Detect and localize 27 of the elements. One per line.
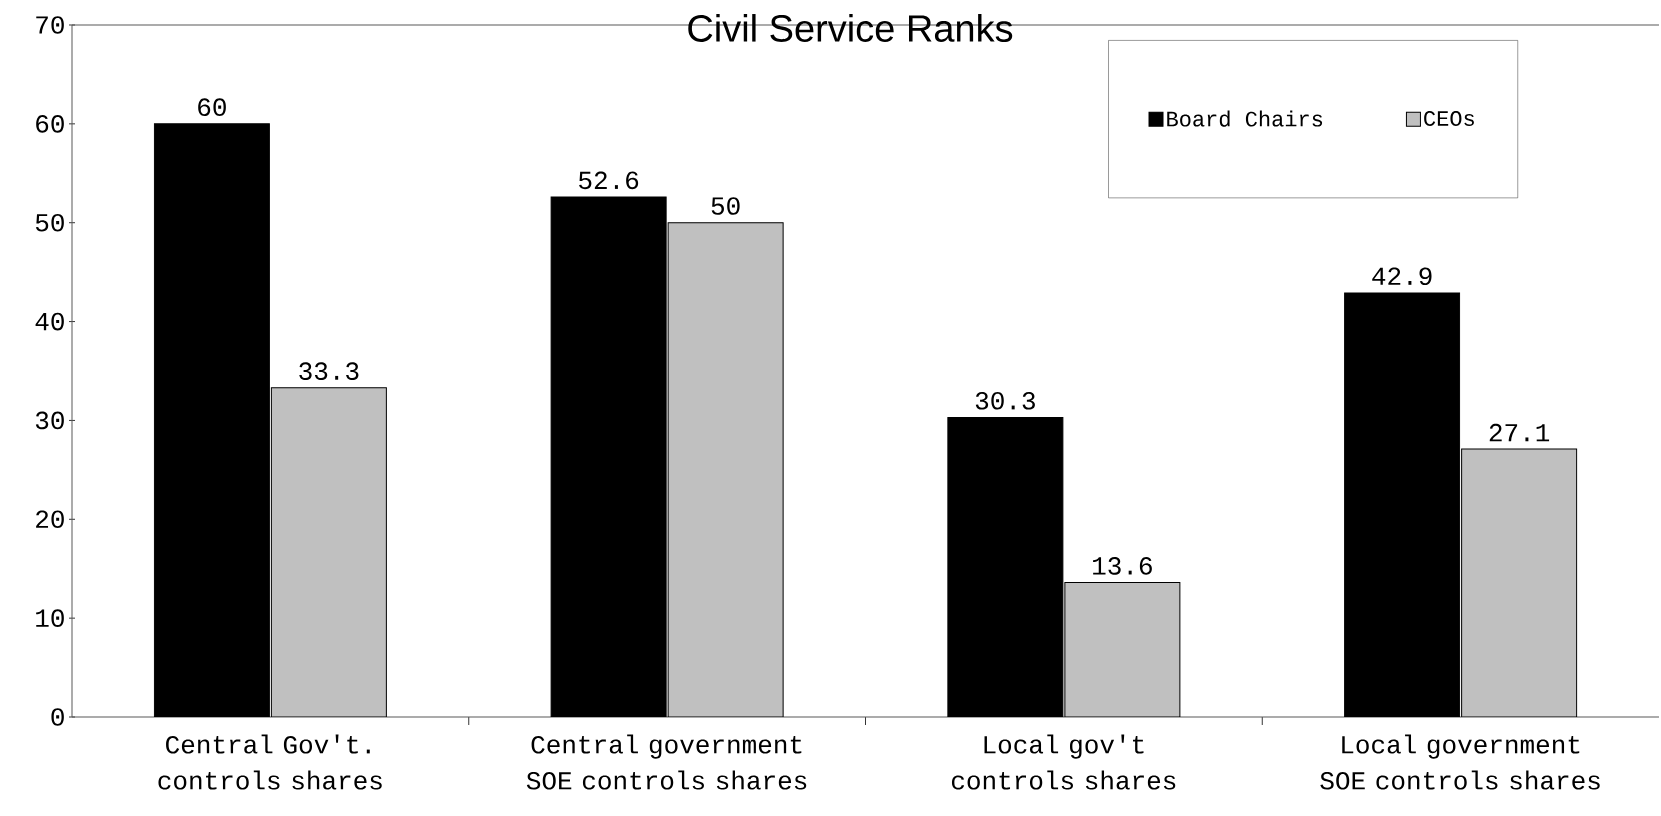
data-label: 50 xyxy=(711,197,740,215)
y-tick-label: 70 xyxy=(36,16,64,34)
bar xyxy=(667,222,784,717)
y-tick-label: 0 xyxy=(51,708,64,726)
x-tick-label: Central government SOE controls shares xyxy=(526,734,807,790)
y-tick-label: 10 xyxy=(36,609,64,627)
y-tick-label: 50 xyxy=(35,213,64,232)
bar xyxy=(1461,448,1578,717)
legend-label: Board Chairs xyxy=(1167,110,1323,127)
bar xyxy=(1064,582,1181,717)
y-tick-label: 30 xyxy=(35,411,64,430)
x-tick-label: Local government SOE controls shares xyxy=(1320,734,1600,790)
y-tick-label: 40 xyxy=(35,312,64,331)
legend-label: CEOs xyxy=(1424,111,1474,126)
data-label: 27.1 xyxy=(1489,423,1550,442)
x-tick-label: Local gov't controls shares xyxy=(951,734,1176,790)
data-label: 42.9 xyxy=(1372,267,1432,286)
y-tick-label: 60 xyxy=(36,115,64,133)
bar xyxy=(270,387,387,717)
data-label: 52.6 xyxy=(579,171,639,190)
data-label: 13.6 xyxy=(1093,557,1152,575)
y-tick-label: 20 xyxy=(36,510,64,529)
data-label: 30.3 xyxy=(975,391,1035,410)
data-label: 60 xyxy=(198,98,226,117)
x-tick-label: Central Gov't. controls shares xyxy=(158,734,382,790)
chart-title: Civil Service Ranks xyxy=(688,14,1013,42)
data-label: 33.3 xyxy=(299,362,359,380)
